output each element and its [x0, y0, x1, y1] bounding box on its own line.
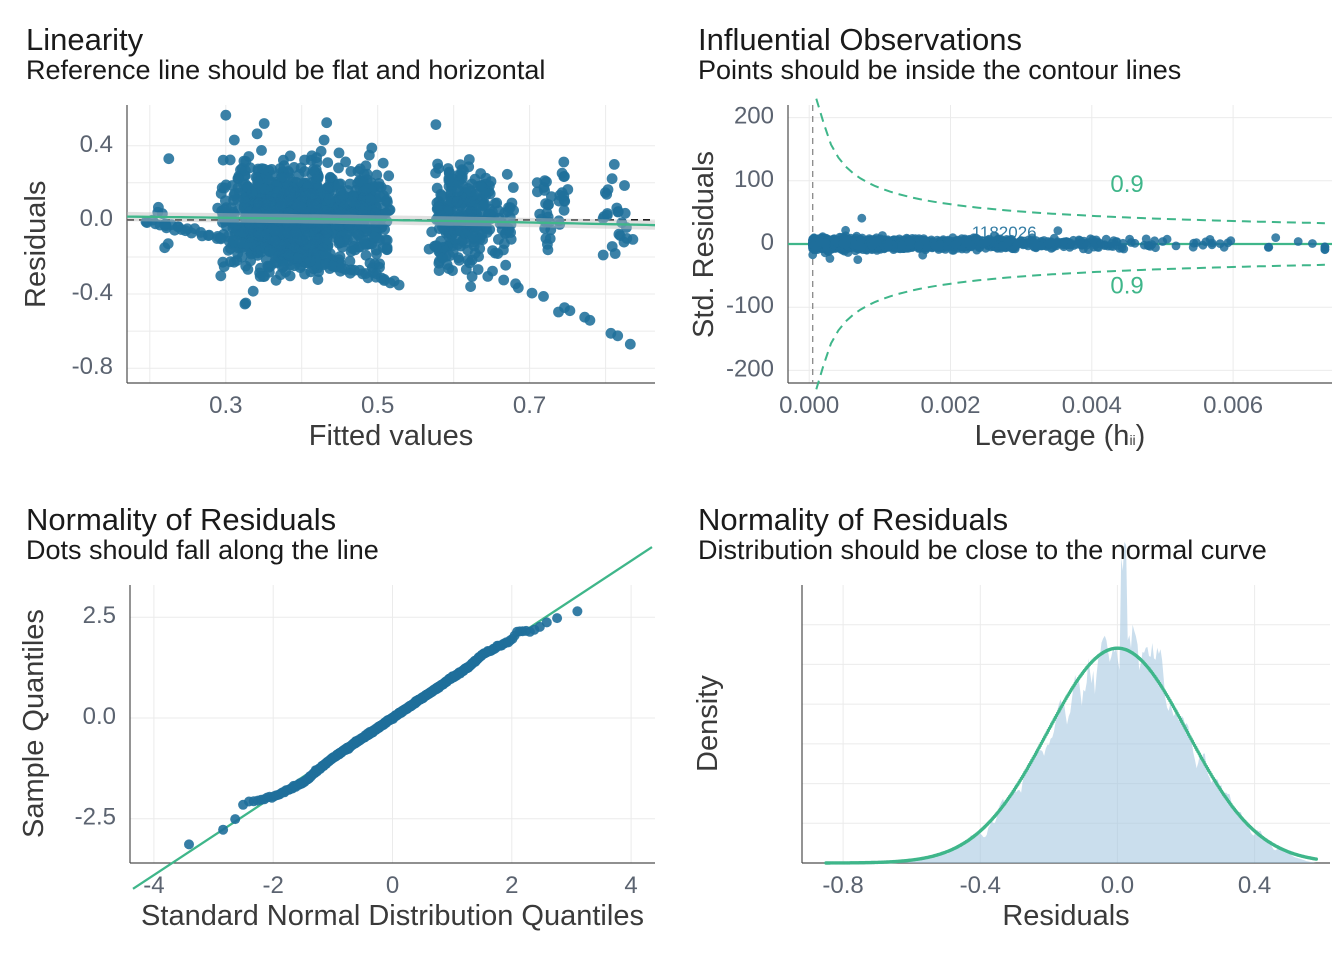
svg-text:0.3: 0.3 — [209, 392, 242, 419]
svg-text:1182026: 1182026 — [972, 223, 1037, 242]
svg-text:0.0: 0.0 — [1101, 872, 1134, 899]
svg-text:0.5: 0.5 — [361, 392, 394, 419]
svg-text:-0.8: -0.8 — [822, 872, 863, 899]
svg-text:0.9: 0.9 — [1110, 171, 1143, 198]
svg-text:0.004: 0.004 — [1062, 392, 1122, 419]
svg-text:-0.4: -0.4 — [72, 279, 113, 306]
svg-text:0: 0 — [386, 872, 399, 899]
svg-text:0.006: 0.006 — [1203, 392, 1263, 419]
svg-text:2.5: 2.5 — [83, 602, 116, 629]
svg-text:4: 4 — [624, 872, 637, 899]
svg-text:0: 0 — [761, 229, 774, 256]
svg-text:0.0: 0.0 — [83, 703, 116, 730]
svg-text:0.000: 0.000 — [779, 392, 839, 419]
svg-text:0.4: 0.4 — [1238, 872, 1271, 899]
svg-text:0.4: 0.4 — [80, 131, 113, 158]
svg-text:200: 200 — [734, 103, 774, 130]
svg-text:-200: -200 — [726, 355, 774, 382]
svg-text:0.7: 0.7 — [513, 392, 546, 419]
svg-text:-100: -100 — [726, 292, 774, 319]
svg-text:-2: -2 — [263, 872, 284, 899]
svg-text:100: 100 — [734, 166, 774, 193]
svg-text:-0.8: -0.8 — [72, 353, 113, 380]
svg-text:-4: -4 — [143, 872, 164, 899]
svg-text:-2.5: -2.5 — [75, 804, 116, 831]
svg-text:2: 2 — [505, 872, 518, 899]
svg-text:-0.4: -0.4 — [960, 872, 1001, 899]
svg-text:0.002: 0.002 — [920, 392, 980, 419]
svg-text:0.0: 0.0 — [80, 205, 113, 232]
svg-text:0.9: 0.9 — [1110, 272, 1143, 299]
